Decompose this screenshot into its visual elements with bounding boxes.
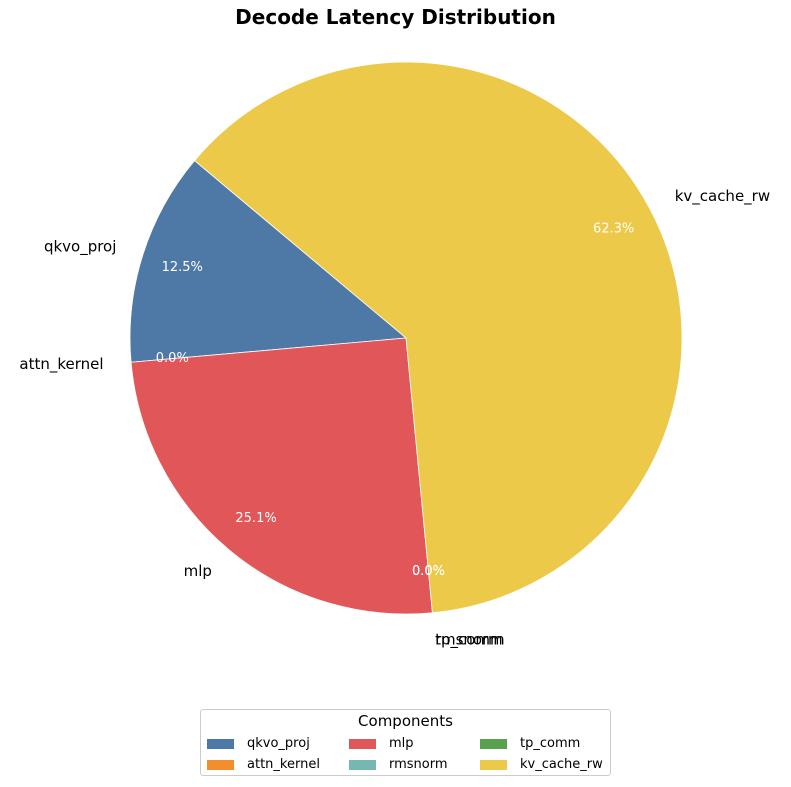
pct-label-rmsnorm: 0.0% [412, 564, 445, 579]
legend-label-tp-comm: tp_comm [520, 736, 581, 751]
legend-swatch-attn-kernel [207, 760, 234, 770]
chart-title: Decode Latency Distribution [235, 5, 556, 29]
slice-label-tp-comm: tp_comm [435, 631, 505, 650]
legend-swatch-kv-cache-rw [480, 760, 507, 770]
slice-label-rmsnorm: rmsnorm [435, 631, 503, 649]
pct-label-attn-kernel: 0.0% [156, 351, 189, 366]
legend: Components qkvo_proj attn_kernel mlp rmsnor… [200, 709, 611, 776]
slice-label-attn-kernel: attn_kernel [19, 355, 103, 374]
slice-label-qkvo-proj: qkvo_proj [44, 237, 116, 256]
pie-slice-mlp [130, 337, 433, 615]
pie-slice-kv-cache-rw [194, 61, 683, 614]
pie-slice-qkvo-proj [129, 160, 407, 363]
legend-label-qkvo-proj: qkvo_proj [247, 736, 310, 751]
legend-label-mlp: mlp [389, 736, 414, 751]
slice-label-mlp: mlp [184, 562, 212, 580]
pct-label-mlp: 25.1% [235, 511, 276, 526]
legend-swatch-rmsnorm [349, 760, 376, 770]
pct-label-qkvo-proj: 12.5% [162, 260, 203, 275]
legend-swatch-qkvo-proj [207, 739, 234, 749]
legend-label-rmsnorm: rmsnorm [389, 757, 448, 772]
legend-label-attn-kernel: attn_kernel [247, 757, 320, 772]
slice-label-kv-cache-rw: kv_cache_rw [675, 187, 770, 206]
pct-label-kv-cache-rw: 62.3% [593, 221, 634, 236]
pct-label-tp-comm: 0.0% [412, 564, 445, 579]
legend-swatch-mlp [349, 739, 376, 749]
legend-swatch-tp-comm [480, 739, 507, 749]
legend-title: Components [358, 712, 453, 730]
legend-label-kv-cache-rw: kv_cache_rw [520, 757, 603, 772]
